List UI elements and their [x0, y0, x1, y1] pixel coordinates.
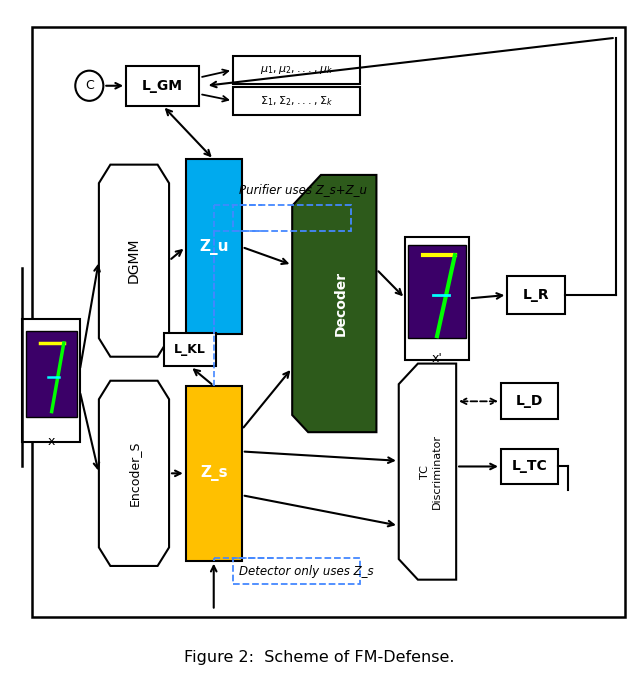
Bar — [126, 66, 199, 106]
Text: Purifier uses Z_s+Z_u: Purifier uses Z_s+Z_u — [239, 184, 367, 196]
Text: Decoder: Decoder — [334, 271, 348, 336]
Bar — [405, 237, 469, 360]
Bar — [408, 246, 466, 338]
Text: Detector only uses Z_s: Detector only uses Z_s — [239, 565, 374, 578]
Polygon shape — [99, 165, 169, 357]
Text: DGMM: DGMM — [127, 238, 141, 283]
Bar — [164, 333, 216, 366]
Text: Encoder_S: Encoder_S — [128, 440, 140, 506]
Bar — [233, 205, 351, 231]
Text: L_TC: L_TC — [512, 460, 547, 473]
Bar — [501, 449, 558, 484]
Bar — [186, 160, 242, 335]
Text: C: C — [85, 80, 94, 92]
Polygon shape — [292, 175, 376, 432]
Circle shape — [75, 71, 103, 101]
Text: $\mu_1, \mu_2,...,\mu_k$: $\mu_1, \mu_2,...,\mu_k$ — [260, 64, 333, 76]
Text: x: x — [47, 435, 55, 447]
Text: L_D: L_D — [516, 394, 543, 408]
Bar — [233, 558, 360, 584]
Polygon shape — [99, 381, 169, 566]
Text: TC
Discriminator: TC Discriminator — [420, 434, 441, 509]
Bar — [233, 87, 360, 115]
Bar — [501, 383, 558, 419]
Text: Figure 2:  Scheme of FM-Defense.: Figure 2: Scheme of FM-Defense. — [184, 650, 454, 665]
Bar — [507, 276, 565, 314]
Bar — [186, 386, 242, 561]
Text: L_KL: L_KL — [174, 344, 206, 356]
Bar — [32, 27, 625, 617]
Bar — [233, 56, 360, 84]
Text: x': x' — [431, 353, 443, 365]
Bar — [22, 319, 80, 442]
Polygon shape — [399, 364, 456, 580]
Text: Z_s: Z_s — [200, 465, 228, 482]
Text: L_R: L_R — [523, 288, 549, 302]
Bar — [26, 331, 77, 417]
Text: L_GM: L_GM — [142, 79, 183, 93]
Text: $\Sigma_1, \Sigma_2,...,\Sigma_k$: $\Sigma_1, \Sigma_2,...,\Sigma_k$ — [260, 94, 333, 108]
Text: Z_u: Z_u — [199, 239, 228, 255]
